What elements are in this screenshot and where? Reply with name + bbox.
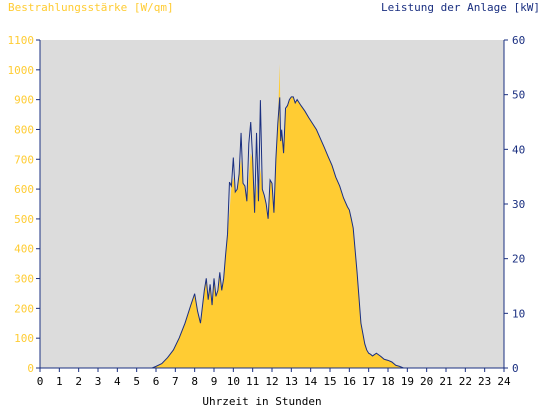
right-axis-title: Leistung der Anlage [kW] (381, 1, 540, 14)
x-tick-label: 0 (37, 375, 44, 388)
right-tick-label: 40 (512, 143, 525, 156)
x-tick-label: 9 (211, 375, 218, 388)
x-tick-label: 16 (343, 375, 356, 388)
x-tick-label: 20 (420, 375, 433, 388)
right-tick-label: 20 (512, 253, 525, 266)
x-tick-label: 18 (381, 375, 394, 388)
x-tick-label: 13 (285, 375, 298, 388)
right-tick-label: 30 (512, 198, 525, 211)
left-tick-label: 700 (14, 153, 34, 166)
x-tick-label: 15 (323, 375, 336, 388)
right-tick-label: 50 (512, 89, 525, 102)
x-tick-label: 3 (95, 375, 102, 388)
right-tick-label: 60 (512, 34, 525, 47)
left-tick-label: 100 (14, 332, 34, 345)
right-tick-label: 0 (512, 362, 519, 375)
x-tick-label: 11 (246, 375, 259, 388)
left-tick-label: 900 (14, 94, 34, 107)
left-tick-label: 500 (14, 213, 34, 226)
x-tick-label: 5 (133, 375, 140, 388)
x-tick-label: 21 (439, 375, 452, 388)
left-tick-label: 400 (14, 243, 34, 256)
x-tick-label: 7 (172, 375, 179, 388)
left-tick-label: 1100 (8, 34, 35, 47)
left-axis-ticks: 0 100 200 300 400 500 600 700 800 900 1000 1100 (8, 34, 40, 375)
left-tick-label: 300 (14, 273, 34, 286)
left-tick-label: 0 (27, 362, 34, 375)
x-tick-label: 2 (75, 375, 82, 388)
x-tick-label: 10 (227, 375, 240, 388)
left-tick-label: 800 (14, 123, 34, 136)
x-tick-label: 4 (114, 375, 121, 388)
x-tick-label: 12 (265, 375, 278, 388)
x-tick-label: 24 (497, 375, 511, 388)
x-tick-label: 17 (362, 375, 375, 388)
left-tick-label: 600 (14, 183, 34, 196)
irradiance-area (40, 63, 504, 368)
power-line (40, 96, 504, 369)
x-axis-ticks: 0 1 2 3 4 5 6 7 8 9 10 11 12 13 14 15 16 17 18 19 20 21 22 23 24 (37, 368, 511, 388)
left-axis-title: Bestrahlungsstärke [W/qm] (8, 1, 174, 14)
x-tick-label: 8 (191, 375, 198, 388)
x-axis-title: Uhrzeit in Stunden (202, 395, 321, 408)
left-tick-label: 200 (14, 302, 34, 315)
x-tick-label: 1 (56, 375, 63, 388)
x-tick-label: 22 (459, 375, 472, 388)
right-tick-label: 10 (512, 307, 525, 320)
x-tick-label: 23 (478, 375, 491, 388)
x-tick-label: 19 (401, 375, 414, 388)
left-tick-label: 1000 (8, 64, 35, 77)
right-axis-ticks: 0 10 20 30 40 50 60 (504, 34, 525, 375)
x-tick-label: 6 (153, 375, 160, 388)
x-tick-label: 14 (304, 375, 318, 388)
